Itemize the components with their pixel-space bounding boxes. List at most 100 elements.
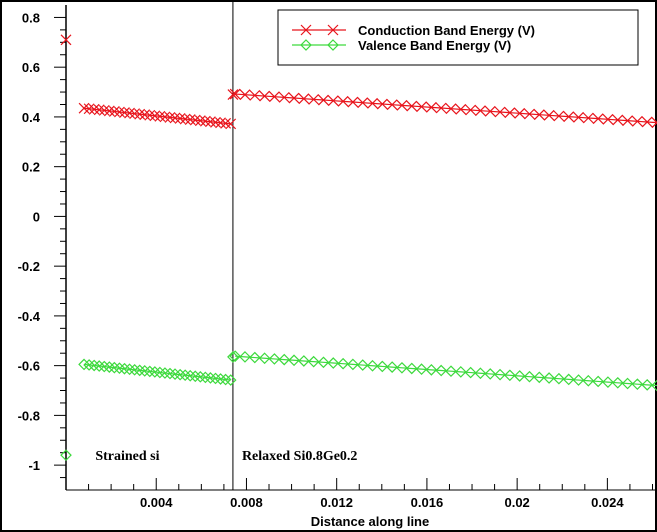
valence-band-point: [199, 371, 212, 384]
valence-band-point: [523, 370, 536, 383]
conduction-band-point: [229, 88, 241, 100]
conduction-band-point: [144, 109, 156, 121]
conduction-band-point: [347, 96, 359, 108]
valence-band-point: [60, 449, 72, 462]
valence-band-point: [415, 363, 428, 376]
y-tick-label: 0.4: [22, 110, 41, 125]
y-tick-label: 0: [33, 209, 40, 224]
conduction-band-point: [435, 102, 447, 114]
valence-band-point: [113, 362, 126, 375]
valence-band-point: [138, 365, 151, 377]
conduction-band-point: [239, 89, 251, 101]
valence-band-point: [189, 370, 202, 383]
conduction-band-point: [139, 109, 151, 121]
x-tick-label: 0.012: [320, 495, 353, 510]
conduction-band-point: [582, 112, 594, 124]
x-tick-label: 0.024: [591, 495, 624, 510]
valence-band-point: [386, 361, 398, 373]
valence-band-point: [396, 361, 408, 374]
conduction-band-point: [83, 103, 95, 115]
valence-band-point: [123, 363, 136, 376]
conduction-band-point: [194, 115, 206, 127]
conduction-band-point: [215, 117, 226, 129]
conduction-band-point: [612, 114, 624, 126]
y-tick-label: -0.6: [18, 359, 40, 374]
valence-band-point: [214, 373, 227, 385]
valence-band-point: [179, 369, 192, 382]
conduction-band-point: [205, 116, 216, 128]
conduction-band-point: [119, 107, 130, 118]
conduction-band-point: [288, 92, 300, 104]
conduction-band-point: [367, 97, 378, 109]
valence-band-point: [504, 369, 516, 382]
legend-conduction-marker: [300, 24, 312, 36]
valence-band-point: [108, 361, 121, 374]
valence-band-point: [288, 354, 300, 367]
conduction-band-point: [406, 100, 418, 112]
conduction-band-point: [386, 99, 398, 111]
conduction-band-point: [376, 98, 388, 110]
valence-band-point: [366, 359, 379, 372]
conduction-band-point: [179, 113, 191, 125]
conduction-band-line: [235, 93, 657, 124]
valence-band-point: [204, 372, 217, 384]
conduction-band-point: [396, 99, 408, 111]
legend-conduction-marker: [327, 24, 339, 36]
valence-band-point: [641, 379, 654, 391]
valence-band-point: [405, 362, 418, 375]
conduction-band-point: [60, 34, 72, 46]
valence-band-point: [174, 368, 186, 381]
valence-band-point: [224, 374, 237, 386]
x-tick-label: 0.008: [230, 495, 263, 510]
valence-band-point: [209, 372, 222, 385]
valence-band-point: [592, 375, 604, 388]
valence-band-point: [474, 367, 487, 380]
conduction-band-point: [249, 89, 261, 101]
conduction-band-point: [164, 111, 176, 123]
x-axis-title: Distance along line: [311, 514, 429, 529]
conduction-band-point: [494, 106, 506, 118]
valence-band-point: [494, 368, 506, 381]
conduction-band-point: [474, 105, 486, 117]
conduction-band-point: [134, 108, 146, 120]
valence-band-point: [356, 359, 369, 371]
legend-box: [277, 9, 639, 66]
conduction-band-point: [631, 115, 643, 127]
conduction-band-point: [592, 113, 604, 125]
valence-band-point: [133, 364, 146, 377]
valence-band-point: [347, 358, 359, 371]
legend-valence-label: Valence Band Energy (V): [358, 38, 511, 53]
valence-band-point: [543, 372, 555, 384]
valence-band-point: [376, 360, 389, 373]
conduction-band-point: [78, 102, 90, 114]
conduction-band-point: [425, 101, 437, 113]
valence-band-point: [78, 358, 90, 371]
conduction-band-point: [573, 111, 584, 123]
conduction-band-point: [259, 90, 271, 102]
conduction-band-point: [563, 111, 575, 123]
y-tick-label: -0.8: [18, 408, 40, 423]
conduction-band-point: [225, 118, 237, 130]
y-tick-label: 0.8: [22, 10, 40, 25]
conduction-band-point: [504, 107, 516, 119]
valence-band-point: [533, 371, 546, 384]
conduction-band-point: [308, 93, 320, 105]
valence-band-point: [337, 357, 349, 370]
conduction-band-point: [199, 115, 211, 127]
conduction-band-point: [357, 97, 369, 109]
conduction-band-point: [93, 104, 105, 116]
valence-band-point: [582, 374, 595, 387]
valence-band-point: [88, 359, 101, 372]
conduction-band-point: [268, 91, 280, 103]
valence-band-point: [184, 369, 197, 382]
x-tick-label: 0.004: [140, 495, 173, 510]
conduction-band-point: [543, 109, 555, 121]
valence-band-point: [602, 376, 614, 388]
conduction-band-point: [220, 117, 232, 129]
conduction-band-point: [114, 106, 125, 118]
conduction-band-point: [189, 114, 201, 126]
valence-band-point: [562, 373, 575, 386]
valence-band-point: [651, 379, 657, 392]
conduction-band-point: [298, 93, 310, 105]
